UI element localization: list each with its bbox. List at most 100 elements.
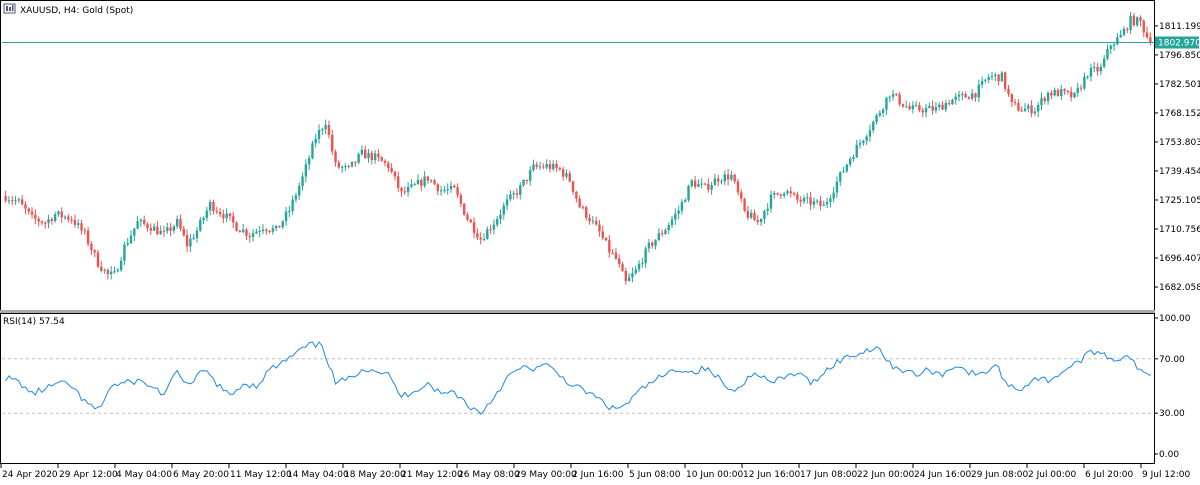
candle-body bbox=[1033, 111, 1037, 114]
candle-body bbox=[1083, 76, 1086, 89]
candle-body bbox=[657, 233, 661, 241]
candle-body bbox=[736, 181, 740, 193]
candle-body bbox=[938, 104, 941, 108]
price-tick-label: 1811.199 bbox=[1159, 22, 1200, 32]
candle-body bbox=[548, 163, 552, 170]
candle-body bbox=[403, 191, 407, 193]
candle-body bbox=[951, 99, 954, 105]
candle-body bbox=[1017, 103, 1020, 111]
candle-body bbox=[819, 200, 822, 206]
candle-body bbox=[265, 229, 268, 231]
candle-body bbox=[1116, 37, 1119, 45]
candle-body bbox=[182, 228, 185, 236]
candle-body bbox=[50, 219, 54, 222]
candle-body bbox=[980, 80, 984, 85]
candle-body bbox=[773, 193, 776, 195]
candle-body bbox=[20, 199, 24, 205]
candle-body bbox=[947, 102, 951, 105]
panel-separator[interactable] bbox=[0, 310, 1155, 313]
candle-body bbox=[997, 74, 1000, 82]
candle-body bbox=[1030, 105, 1033, 114]
candle-body bbox=[542, 166, 545, 168]
time-tick-label: 29 Jun 08:00 bbox=[971, 470, 1028, 480]
candle-body bbox=[278, 226, 281, 228]
candle-body bbox=[354, 161, 357, 163]
candle-body bbox=[119, 260, 123, 271]
candle-body bbox=[149, 227, 152, 231]
candle-body bbox=[515, 193, 519, 195]
candle-body bbox=[519, 185, 522, 195]
candle-body bbox=[693, 180, 697, 187]
time-tick-label: 2 Jun 16:00 bbox=[572, 470, 624, 480]
candle-body bbox=[512, 193, 515, 195]
candle-body bbox=[591, 220, 595, 222]
candle-body bbox=[690, 180, 694, 186]
candle-body bbox=[954, 96, 957, 100]
candle-body bbox=[1069, 91, 1073, 98]
candle-body bbox=[489, 229, 492, 231]
candle-body bbox=[1102, 58, 1106, 67]
candle-body bbox=[667, 225, 670, 231]
candle-body bbox=[1023, 108, 1027, 112]
candle-body bbox=[621, 264, 624, 271]
candle-body bbox=[281, 221, 284, 228]
candle-body bbox=[753, 212, 756, 221]
candle-body bbox=[77, 223, 80, 225]
candle-body bbox=[961, 94, 964, 96]
candle-body bbox=[479, 237, 482, 240]
candle-body bbox=[522, 180, 525, 186]
candle-body bbox=[538, 166, 542, 168]
candle-body bbox=[901, 104, 905, 107]
candle-body bbox=[624, 270, 628, 281]
candle-body bbox=[116, 270, 120, 272]
price-tick-label: 1739.454 bbox=[1159, 167, 1200, 177]
candle-body bbox=[763, 210, 766, 220]
candle-body bbox=[891, 94, 895, 97]
candle-body bbox=[11, 200, 14, 202]
candle-body bbox=[1142, 20, 1145, 33]
candle-body bbox=[578, 198, 581, 208]
candle-body bbox=[872, 121, 875, 131]
candle-body bbox=[928, 105, 931, 108]
candle-body bbox=[924, 107, 928, 113]
candle-body bbox=[327, 124, 331, 135]
candle-body bbox=[499, 214, 502, 220]
candle-body bbox=[1007, 88, 1010, 95]
candle-body bbox=[710, 185, 713, 190]
candle-body bbox=[832, 192, 835, 199]
candle-body bbox=[1132, 15, 1136, 26]
candle-body bbox=[400, 187, 403, 192]
candle-body bbox=[565, 173, 568, 177]
price-tick-label: 1782.501 bbox=[1159, 80, 1200, 90]
candle-body bbox=[594, 220, 598, 225]
candle-body bbox=[80, 223, 83, 231]
candle-body bbox=[222, 214, 225, 219]
candle-body bbox=[133, 228, 136, 236]
price-panel-frame bbox=[0, 0, 1155, 311]
candle-body bbox=[1073, 92, 1076, 98]
candle-body bbox=[914, 105, 918, 107]
candle-body bbox=[235, 222, 238, 231]
time-tick-label: 29 Apr 12:00 bbox=[59, 470, 118, 480]
time-tick-label: 11 May 12:00 bbox=[230, 470, 292, 480]
candle-body bbox=[1086, 76, 1089, 78]
candle-body bbox=[14, 200, 17, 202]
candle-body bbox=[110, 271, 113, 275]
candle-body bbox=[786, 191, 789, 194]
candle-body bbox=[123, 244, 126, 261]
candle-body bbox=[238, 230, 242, 233]
candle-body bbox=[740, 192, 743, 199]
candle-body bbox=[162, 230, 166, 232]
candle-body bbox=[558, 167, 562, 170]
candle-body bbox=[1060, 89, 1063, 96]
candle-body bbox=[103, 269, 106, 271]
candle-body bbox=[340, 167, 344, 169]
candle-body bbox=[1119, 34, 1122, 38]
candle-body bbox=[215, 211, 218, 213]
candle-body bbox=[294, 195, 298, 200]
candle-body bbox=[344, 165, 347, 168]
candle-body bbox=[486, 229, 489, 240]
candle-body bbox=[172, 226, 176, 231]
candle-body bbox=[756, 220, 759, 223]
